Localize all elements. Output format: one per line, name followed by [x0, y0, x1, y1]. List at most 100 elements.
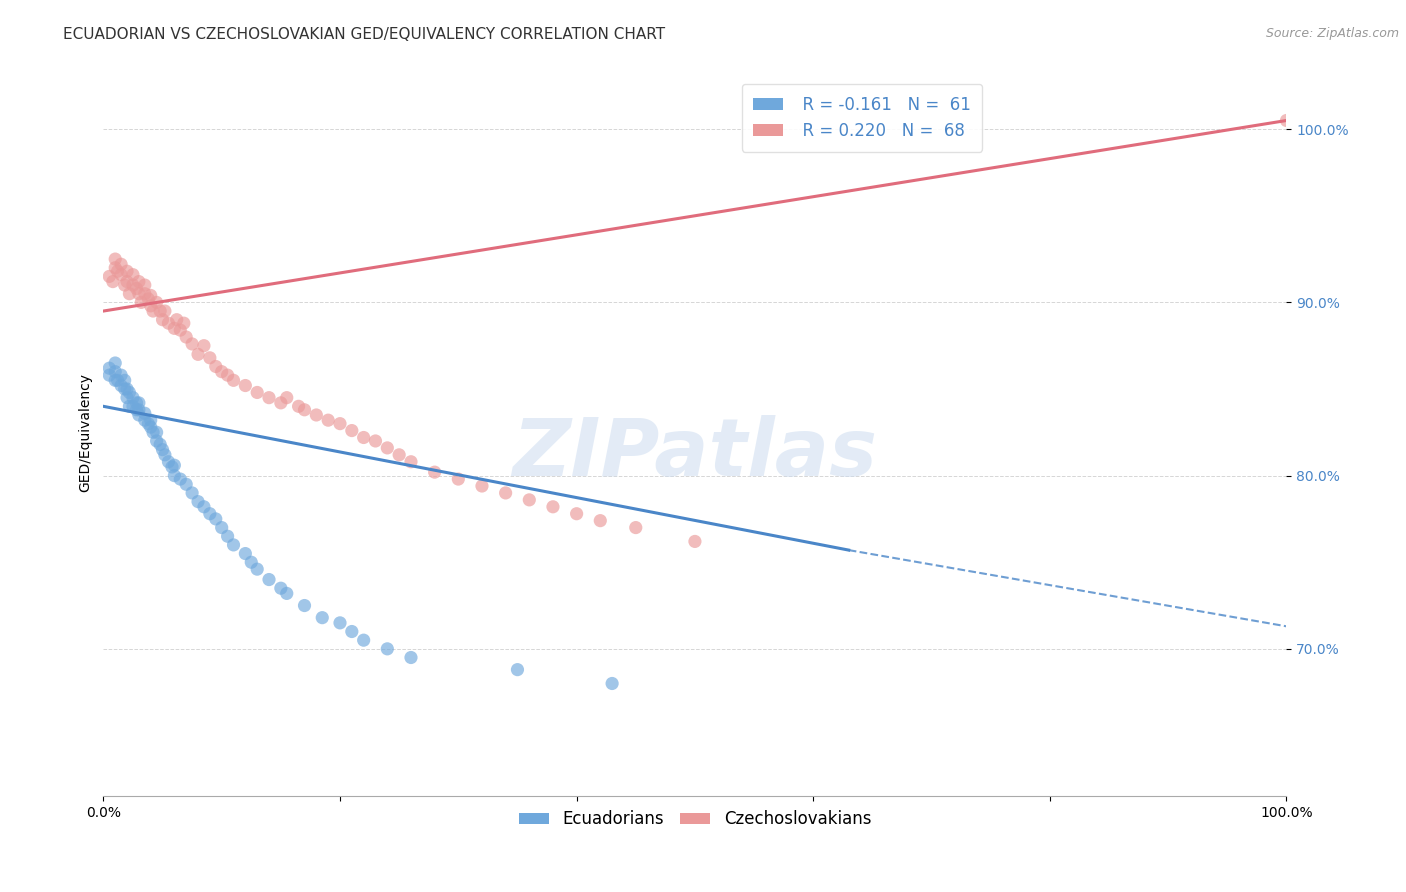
Point	[270, 581, 292, 595]
Point	[122, 391, 145, 405]
Point	[152, 442, 174, 457]
Point	[128, 402, 150, 417]
Point	[149, 437, 172, 451]
Point	[157, 455, 180, 469]
Point	[160, 459, 183, 474]
Point	[193, 339, 215, 353]
Point	[104, 365, 127, 379]
Point	[125, 281, 148, 295]
Point	[276, 586, 298, 600]
Point	[565, 507, 588, 521]
Text: ECUADORIAN VS CZECHOSLOVAKIAN GED/EQUIVALENCY CORRELATION CHART: ECUADORIAN VS CZECHOSLOVAKIAN GED/EQUIVA…	[63, 27, 665, 42]
Point	[128, 396, 150, 410]
Point	[163, 468, 186, 483]
Point	[181, 486, 204, 500]
Point	[257, 573, 280, 587]
Point	[375, 441, 398, 455]
Point	[104, 260, 127, 275]
Point	[329, 615, 352, 630]
Point	[340, 624, 363, 639]
Point	[134, 406, 156, 420]
Point	[157, 316, 180, 330]
Point	[316, 413, 339, 427]
Point	[114, 373, 136, 387]
Point	[145, 295, 167, 310]
Legend: Ecuadorians, Czechoslovakians: Ecuadorians, Czechoslovakians	[512, 804, 877, 835]
Point	[447, 472, 470, 486]
Point	[399, 650, 422, 665]
Point	[340, 424, 363, 438]
Point	[128, 286, 150, 301]
Text: Source: ZipAtlas.com: Source: ZipAtlas.com	[1265, 27, 1399, 40]
Point	[276, 391, 298, 405]
Point	[138, 292, 160, 306]
Point	[181, 337, 204, 351]
Point	[115, 382, 138, 396]
Point	[257, 391, 280, 405]
Point	[246, 562, 269, 576]
Point	[600, 676, 623, 690]
Point	[204, 512, 226, 526]
Point	[1275, 113, 1298, 128]
Point	[118, 385, 141, 400]
Point	[122, 400, 145, 414]
Point	[145, 434, 167, 448]
Point	[211, 365, 233, 379]
Point	[118, 400, 141, 414]
Point	[235, 547, 257, 561]
Point	[287, 400, 309, 414]
Point	[104, 356, 127, 370]
Point	[517, 492, 540, 507]
Point	[294, 402, 316, 417]
Point	[329, 417, 352, 431]
Point	[235, 378, 257, 392]
Point	[134, 413, 156, 427]
Point	[270, 396, 292, 410]
Point	[222, 538, 245, 552]
Point	[110, 257, 132, 271]
Point	[145, 425, 167, 440]
Point	[110, 368, 132, 383]
Point	[149, 304, 172, 318]
Point	[152, 312, 174, 326]
Point	[115, 264, 138, 278]
Point	[193, 500, 215, 514]
Point	[187, 494, 209, 508]
Point	[110, 268, 132, 282]
Point	[246, 385, 269, 400]
Point	[174, 477, 197, 491]
Point	[128, 275, 150, 289]
Point	[211, 520, 233, 534]
Point	[217, 368, 239, 383]
Point	[107, 264, 129, 278]
Point	[107, 373, 129, 387]
Point	[217, 529, 239, 543]
Point	[204, 359, 226, 374]
Point	[142, 425, 165, 440]
Point	[353, 633, 375, 648]
Point	[173, 316, 195, 330]
Point	[125, 402, 148, 417]
Point	[139, 288, 162, 302]
Point	[139, 299, 162, 313]
Point	[104, 373, 127, 387]
Point	[101, 275, 124, 289]
Point	[198, 351, 221, 365]
Point	[139, 420, 162, 434]
Point	[114, 382, 136, 396]
Point	[153, 448, 176, 462]
Point	[122, 268, 145, 282]
Point	[174, 330, 197, 344]
Point	[311, 610, 333, 624]
Point	[163, 458, 186, 473]
Point	[471, 479, 494, 493]
Point	[169, 323, 191, 337]
Point	[142, 304, 165, 318]
Point	[423, 465, 446, 479]
Point	[128, 408, 150, 422]
Text: ZIPatlas: ZIPatlas	[512, 415, 877, 493]
Point	[114, 278, 136, 293]
Point	[624, 520, 647, 534]
Point	[353, 430, 375, 444]
Point	[166, 312, 188, 326]
